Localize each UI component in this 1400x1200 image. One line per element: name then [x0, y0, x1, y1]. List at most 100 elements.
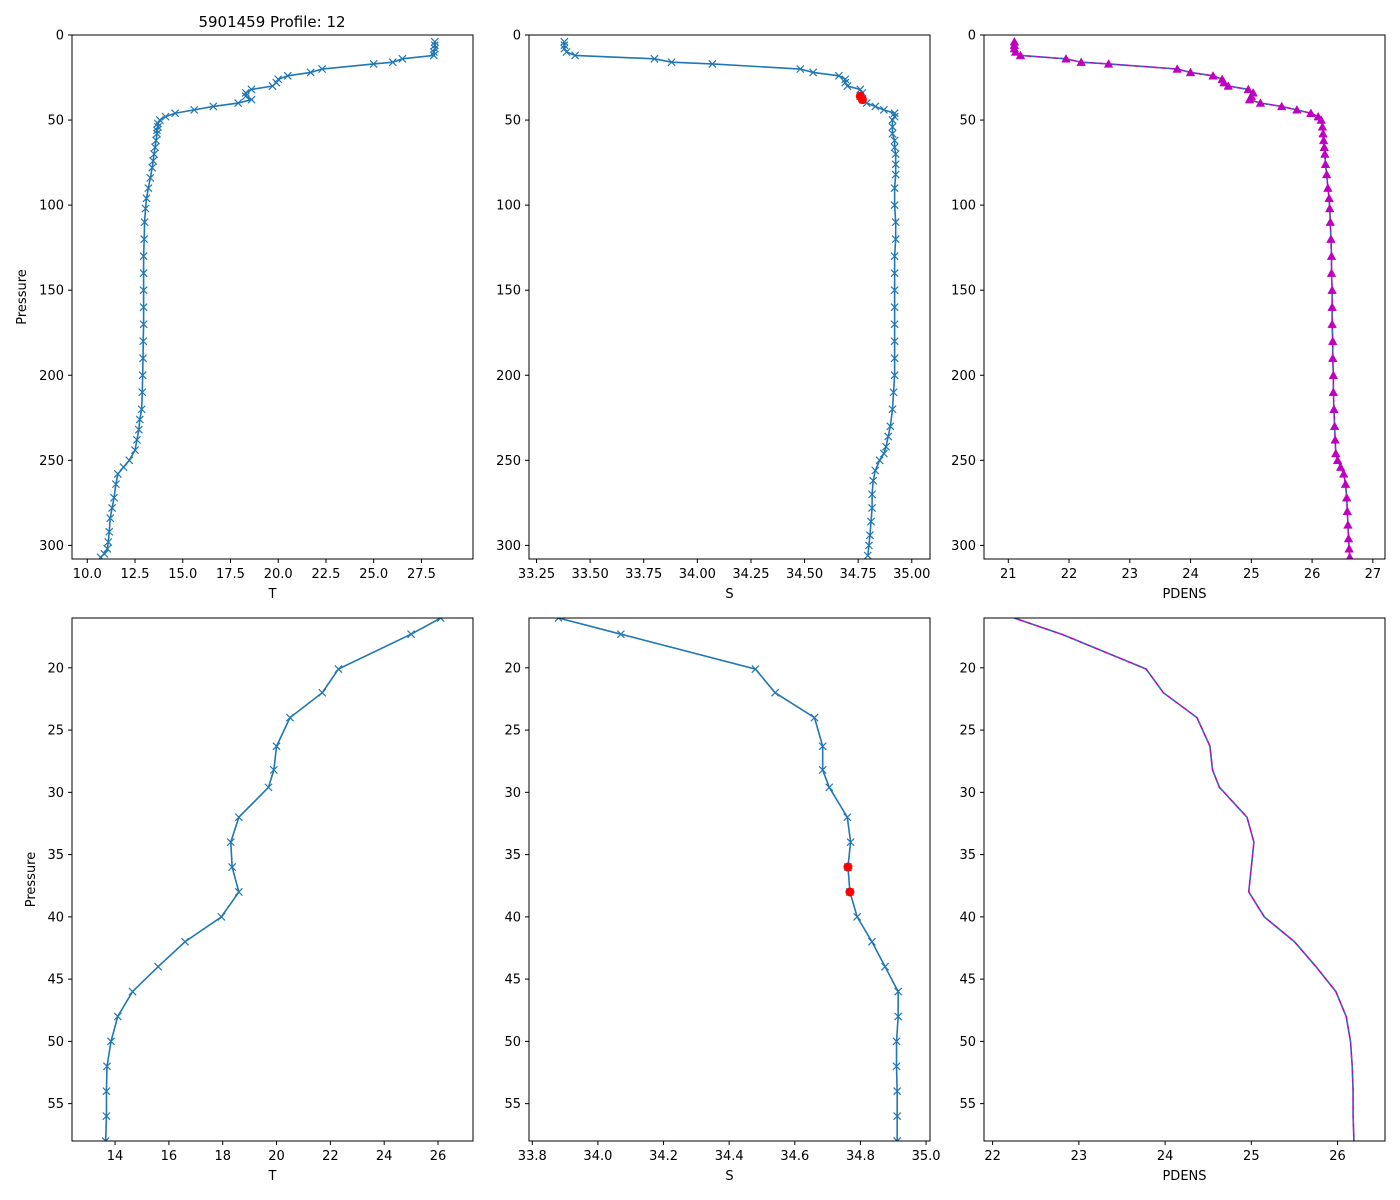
- data-point: [1321, 169, 1332, 179]
- data-point: [889, 388, 898, 397]
- data-point: [751, 665, 760, 674]
- y-tick-label: 50: [959, 1035, 976, 1050]
- data-point: [893, 1112, 902, 1121]
- x-tick-label: 34.00: [679, 567, 716, 582]
- data-point: [1103, 59, 1114, 68]
- data-point: [318, 65, 327, 74]
- axes-frame: [528, 617, 931, 1142]
- data-point: [893, 1136, 902, 1141]
- y-tick-label: 200: [496, 369, 521, 384]
- axes-frame: [983, 617, 1386, 1142]
- data-point: [1076, 57, 1086, 66]
- y-tick-label: 0: [513, 29, 521, 44]
- x-tick-label: 34.2: [649, 1149, 678, 1164]
- data-point: [234, 813, 243, 822]
- data-point: [103, 544, 112, 553]
- data-point: [853, 912, 862, 921]
- data-point: [869, 476, 878, 485]
- data-point: [1324, 203, 1335, 213]
- data-point: [1326, 234, 1336, 243]
- data-point: [708, 59, 717, 68]
- data-point: [429, 47, 438, 57]
- data-point: [1243, 84, 1254, 94]
- data-point: [130, 446, 140, 455]
- y-tick-label: 20: [959, 661, 976, 676]
- data-point: [241, 92, 250, 101]
- data-point: [1332, 455, 1343, 465]
- data-point: [139, 252, 148, 261]
- data-point: [128, 987, 137, 996]
- data-point: [152, 129, 161, 138]
- x-axis-label: PDENS: [1162, 1169, 1206, 1184]
- data-point: [1306, 108, 1316, 117]
- x-tick-label: 22: [322, 1149, 339, 1164]
- data-point: [891, 150, 900, 159]
- data-point: [217, 912, 226, 921]
- x-tick-label: 34.8: [846, 1149, 875, 1164]
- data-point: [96, 553, 105, 559]
- y-tick-label: 50: [504, 1035, 521, 1050]
- data-point: [285, 713, 295, 722]
- y-tick-label: 250: [951, 454, 976, 469]
- data-point: [888, 129, 897, 138]
- data-point: [264, 783, 273, 792]
- y-tick-label: 30: [959, 786, 976, 801]
- x-tick-label: 26: [1329, 1149, 1346, 1164]
- density-line: [1013, 41, 1351, 558]
- data-point: [139, 269, 148, 278]
- x-tick-label: 21: [1000, 567, 1017, 582]
- x-axis-label: T: [268, 587, 277, 602]
- data-point: [139, 303, 148, 312]
- x-tick-label: 10.0: [73, 567, 102, 582]
- data-point: [890, 371, 899, 380]
- x-tick-label: 34.25: [732, 567, 769, 582]
- x-tick-label: 34.0: [583, 1149, 612, 1164]
- data-point: [1331, 448, 1341, 458]
- data-point: [109, 493, 119, 502]
- data-point: [139, 320, 148, 329]
- x-tick-label: 33.8: [518, 1149, 547, 1164]
- data-point: [888, 405, 897, 414]
- data-point: [888, 122, 897, 131]
- data-point: [1316, 115, 1326, 124]
- data-point: [560, 37, 569, 46]
- data-point: [1340, 479, 1351, 488]
- x-tick-label: 15.0: [168, 567, 197, 582]
- x-tick-label: 34.4: [715, 1149, 744, 1164]
- data-point: [436, 618, 445, 623]
- x-tick-label: 12.5: [121, 567, 150, 582]
- data-point: [871, 466, 880, 475]
- x-tick-label: 35.00: [893, 567, 930, 582]
- data-point: [369, 59, 378, 68]
- data-point: [104, 537, 113, 547]
- data-point: [1320, 149, 1330, 158]
- data-point: [867, 517, 876, 526]
- y-tick-label: 55: [504, 1097, 521, 1112]
- data-point: [140, 218, 149, 227]
- data-point: [142, 194, 151, 203]
- y-tick-label: 50: [47, 114, 64, 129]
- data-point: [209, 102, 218, 111]
- y-tick-label: 20: [47, 661, 64, 676]
- data-point: [893, 1087, 902, 1096]
- axes-frame: [71, 34, 474, 560]
- x-tick-label: 16: [161, 1149, 178, 1164]
- data-point: [846, 838, 855, 847]
- data-point: [1329, 404, 1339, 413]
- data-point: [1346, 552, 1354, 559]
- data-point: [834, 71, 843, 80]
- data-point: [796, 65, 805, 74]
- x-tick-label: 25: [1243, 1149, 1260, 1164]
- data-point: [148, 163, 157, 172]
- data-point: [1223, 81, 1233, 90]
- data-point: [890, 184, 899, 193]
- x-tick-label: 26: [430, 1149, 447, 1164]
- y-axis-label: Pressure: [15, 269, 30, 325]
- x-tick-label: 25.0: [359, 567, 388, 582]
- axes-frame: [528, 34, 931, 560]
- data-point: [1276, 101, 1287, 111]
- y-tick-label: 40: [959, 910, 976, 925]
- x-tick-label: 20.0: [264, 567, 293, 582]
- data-point: [892, 1062, 901, 1071]
- x-tick-label: 23: [1071, 1149, 1088, 1164]
